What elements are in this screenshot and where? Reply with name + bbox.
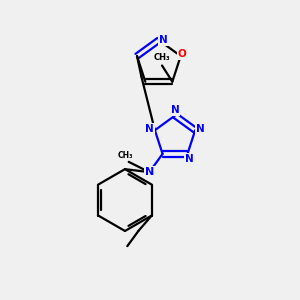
Text: O: O xyxy=(178,49,187,59)
Text: N: N xyxy=(145,124,154,134)
Text: CH₃: CH₃ xyxy=(118,151,134,160)
Text: N: N xyxy=(196,124,205,134)
Text: N: N xyxy=(145,167,154,177)
Text: CH₃: CH₃ xyxy=(154,53,170,62)
Text: N: N xyxy=(160,35,168,45)
Text: N: N xyxy=(171,105,179,115)
Text: N: N xyxy=(185,154,194,164)
